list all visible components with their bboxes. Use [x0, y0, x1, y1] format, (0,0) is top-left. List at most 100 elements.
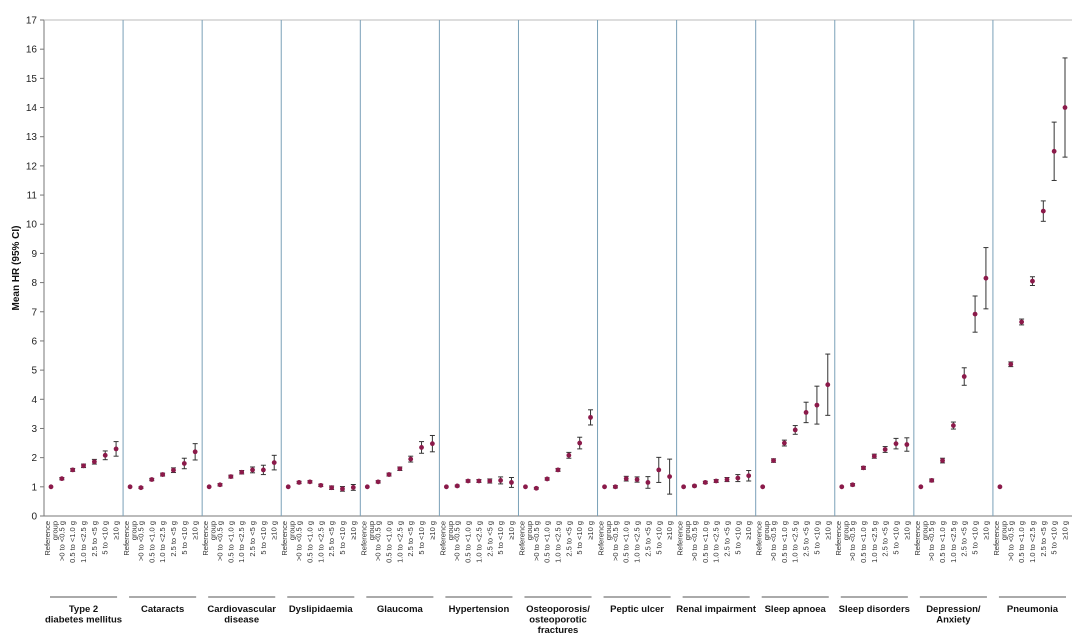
x-tick-label: group [604, 521, 613, 540]
x-tick-label: 0.5 to <1.0 g [226, 521, 235, 563]
x-tick-label: 1.0 to <2.5 g [633, 521, 642, 563]
x-tick-label: >0 to <0.5 g [1006, 521, 1015, 561]
x-tick-label: >0 to <0.5 g [216, 521, 225, 561]
x-tick-label: 1.0 to <2.5 g [316, 521, 325, 563]
x-tick-label: 1.0 to <2.5 g [949, 521, 958, 563]
data-point [419, 445, 424, 450]
x-tick-label: 1.0 to <2.5 g [554, 521, 563, 563]
data-point [138, 485, 144, 491]
x-tick-label: group [920, 521, 929, 540]
data-point [318, 482, 324, 488]
condition-label: Depression/ [926, 604, 981, 615]
y-tick-label: 2 [31, 453, 37, 464]
x-tick-label: 1.0 to <2.5 g [474, 521, 483, 563]
x-tick-label: 2.5 to <5 g [406, 521, 415, 557]
x-tick-label: 5 to <10 g [1050, 521, 1059, 555]
x-tick-label: ≥10 g [507, 521, 516, 540]
y-tick-label: 11 [27, 191, 38, 202]
data-point [375, 479, 381, 485]
x-tick-label: 1.0 to <2.5 g [237, 521, 246, 563]
y-tick-label: 9 [31, 249, 37, 260]
data-point [634, 477, 640, 482]
data-point [871, 453, 877, 459]
x-tick-label: group [999, 521, 1008, 540]
condition-label: osteoporotic [529, 615, 587, 626]
x-tick-label: 5 to <10 g [892, 521, 901, 555]
x-tick-label: Reference [597, 521, 606, 556]
y-tick-label: 15 [26, 74, 38, 85]
data-point [1008, 361, 1014, 367]
data-point [340, 486, 345, 492]
x-tick-label: 2.5 to <5 g [485, 521, 494, 557]
x-tick-label: group [525, 521, 534, 540]
data-point [735, 475, 741, 481]
data-point [285, 484, 291, 490]
x-tick-label: >0 to <0.5 g [690, 521, 699, 561]
x-tick-label: 1.0 to <2.5 g [395, 521, 404, 563]
y-tick-label: 0 [31, 512, 37, 523]
data-point [577, 440, 583, 446]
data-point [476, 478, 482, 484]
x-tick-label: 2.5 to <5 g [248, 521, 257, 557]
data-point [206, 484, 212, 490]
data-point [443, 484, 449, 490]
x-tick-label: group [762, 521, 771, 540]
x-tick-label: 2.5 to <5 g [643, 521, 652, 557]
y-tick-label: 6 [31, 336, 37, 347]
data-point [929, 478, 935, 483]
data-point [1051, 148, 1057, 154]
x-tick-label: 1.0 to <2.5 g [79, 521, 88, 563]
data-point [702, 480, 708, 485]
data-point [814, 402, 820, 408]
data-point [487, 478, 493, 484]
x-tick-label: 5 to <10 g [259, 521, 268, 555]
x-tick-label: 0.5 to <1.0 g [938, 521, 947, 563]
x-tick-label: 0.5 to <1.0 g [859, 521, 868, 563]
x-tick-label: ≥10 g [428, 521, 437, 540]
data-point [429, 441, 435, 447]
x-tick-label: 0.5 to <1.0 g [622, 521, 631, 563]
condition-label: Type 2 [69, 604, 98, 615]
data-point [972, 311, 978, 317]
x-tick-label: >0 to <0.5 g [532, 521, 541, 561]
data-point [792, 427, 798, 433]
x-tick-label: 1.0 to <2.5 g [791, 521, 800, 563]
x-tick-label: >0 to <0.5 g [848, 521, 857, 561]
condition-label: disease [224, 615, 259, 626]
data-point [656, 467, 662, 473]
data-point [498, 478, 504, 483]
data-point [724, 477, 730, 482]
data-point [1062, 105, 1068, 110]
data-point [1040, 208, 1046, 214]
x-tick-label: group [130, 521, 139, 540]
data-point [102, 452, 108, 458]
x-tick-label: ≥10 g [112, 521, 121, 540]
x-tick-label: Reference [43, 521, 52, 556]
data-point [997, 484, 1003, 490]
y-axis-title: Mean HR (95% CI) [11, 225, 22, 310]
data-point [48, 484, 54, 490]
data-point [839, 484, 845, 490]
y-tick-label: 4 [31, 395, 37, 406]
data-point [509, 480, 514, 485]
data-point [260, 467, 266, 473]
condition-label: Dyslipidaemia [289, 604, 354, 615]
data-point [364, 484, 370, 490]
condition-label: Osteoporosis/ [526, 604, 590, 615]
x-tick-label: 5 to <10 g [338, 521, 347, 555]
condition-label: diabetes mellitus [45, 615, 122, 626]
x-tick-label: >0 to <0.5 g [295, 521, 304, 561]
x-tick-label: Reference [280, 521, 289, 556]
data-point [127, 484, 133, 490]
data-point [983, 275, 989, 281]
x-tick-label: Reference [201, 521, 210, 556]
x-tick-label: ≥10 g [349, 521, 358, 540]
x-tick-label: 2.5 to <5 g [1039, 521, 1048, 557]
x-tick-label: Reference [834, 521, 843, 556]
y-tick-label: 17 [26, 16, 38, 27]
x-tick-label: 1.0 to <2.5 g [712, 521, 721, 563]
y-tick-label: 13 [26, 132, 38, 143]
x-tick-label: 0.5 to <1.0 g [385, 521, 394, 563]
x-tick-label: group [288, 521, 297, 540]
